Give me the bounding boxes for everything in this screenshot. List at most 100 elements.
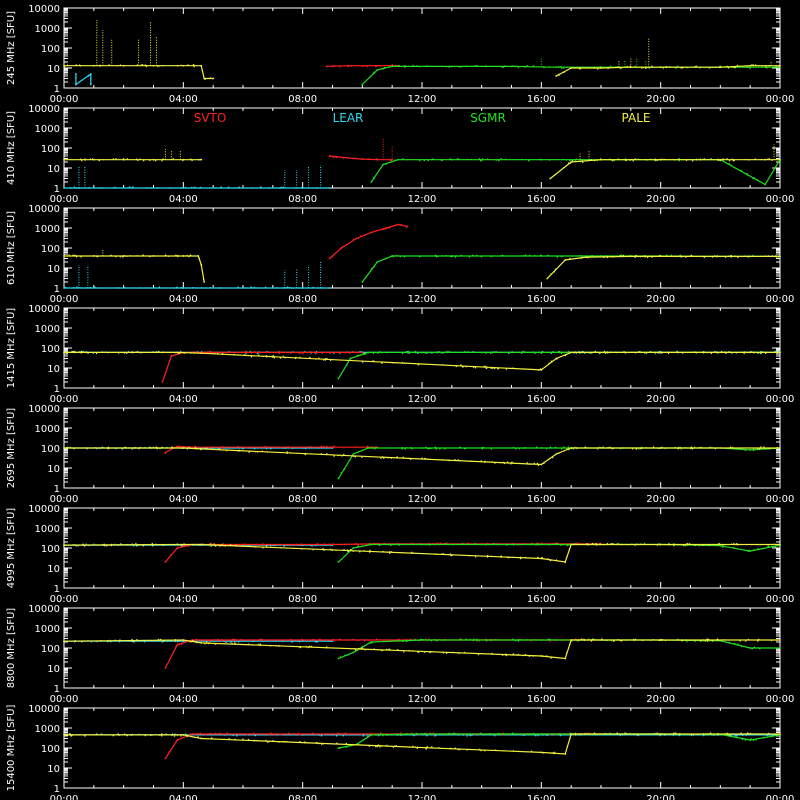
noise-point <box>132 186 134 188</box>
noise-point <box>197 352 200 354</box>
noise-point <box>590 159 593 161</box>
noise-point <box>307 742 309 744</box>
noise-point <box>527 463 529 465</box>
noise-point <box>244 543 246 545</box>
noise-point <box>352 238 355 241</box>
noise-point <box>197 640 199 642</box>
noise-point <box>298 646 300 648</box>
y-axis-label: 15400 MHz [SFU] <box>6 705 17 792</box>
noise-point <box>490 448 492 450</box>
data-point <box>540 655 543 657</box>
noise-point <box>75 545 77 547</box>
noise-point <box>691 448 694 450</box>
noise-point <box>444 543 446 545</box>
noise-point <box>323 359 325 361</box>
noise-point <box>591 543 594 545</box>
plot-frame <box>63 307 781 389</box>
noise-point <box>259 352 262 354</box>
noise-point <box>449 553 452 555</box>
noise-point <box>549 638 551 641</box>
data-point <box>555 66 558 69</box>
data-point <box>92 255 95 257</box>
data-point <box>540 543 543 546</box>
noise-point <box>425 446 427 448</box>
noise-point <box>343 468 346 470</box>
data-point <box>182 734 185 736</box>
data-point <box>182 255 185 257</box>
noise-point <box>612 640 615 642</box>
noise-point <box>441 553 443 555</box>
noise-point <box>189 254 192 256</box>
noise-point <box>346 351 349 353</box>
noise-point <box>682 66 684 69</box>
noise-point <box>679 446 681 449</box>
series-line <box>164 543 601 563</box>
noise-point <box>667 351 669 353</box>
noise-point <box>515 654 517 656</box>
noise-point <box>194 445 196 447</box>
noise-point <box>773 447 775 449</box>
data-point <box>779 64 781 67</box>
noise-point <box>178 639 181 642</box>
noise-point <box>526 462 528 464</box>
x-tick-label: 16:00 <box>527 94 556 105</box>
series-line <box>556 65 780 77</box>
noise-point <box>455 365 458 368</box>
noise-point <box>362 645 364 647</box>
x-tick-label: 12:00 <box>408 794 437 800</box>
noise-point <box>616 732 618 735</box>
noise-point <box>266 451 269 453</box>
noise-point <box>268 187 270 189</box>
noise-point <box>553 174 556 176</box>
series-pale2 <box>546 254 781 280</box>
noise-point <box>299 646 302 649</box>
noise-point <box>135 351 137 353</box>
y-tick-label: 1000 <box>35 124 60 135</box>
noise-point <box>394 745 396 747</box>
series-line <box>63 639 780 660</box>
noise-point <box>202 733 205 735</box>
noise-point <box>559 66 562 68</box>
noise-point <box>689 255 691 257</box>
noise-point <box>741 645 743 648</box>
noise-point <box>191 159 193 162</box>
noise-point <box>164 373 166 375</box>
noise-point <box>559 352 561 354</box>
noise-point <box>354 649 357 651</box>
noise-point <box>192 286 194 289</box>
noise-point <box>368 351 370 354</box>
noise-point <box>158 286 161 288</box>
noise-point <box>426 735 428 737</box>
noise-point <box>491 543 494 546</box>
noise-point <box>233 187 236 189</box>
data-point <box>331 351 334 354</box>
data-point <box>352 453 355 455</box>
noise-point <box>730 543 733 545</box>
noise-point <box>421 457 423 459</box>
y-tick-label: 1 <box>54 684 60 695</box>
noise-point <box>758 733 760 736</box>
noise-point <box>591 255 594 257</box>
noise-point <box>412 745 414 748</box>
noise-point <box>297 732 299 735</box>
noise-point <box>342 735 345 737</box>
noise-point <box>91 158 94 160</box>
noise-point <box>554 446 557 449</box>
noise-point <box>117 733 119 735</box>
noise-point <box>578 68 581 70</box>
noise-point <box>450 748 453 750</box>
noise-point <box>404 362 406 364</box>
noise-point <box>299 734 302 736</box>
noise-point <box>461 365 463 367</box>
noise-point <box>187 545 189 548</box>
noise-point <box>599 544 601 546</box>
noise-point <box>538 369 540 372</box>
noise-point <box>485 543 487 546</box>
data-point <box>346 64 349 67</box>
noise-point <box>755 448 757 451</box>
noise-point <box>204 78 206 81</box>
noise-point <box>314 358 317 360</box>
noise-point <box>690 351 692 354</box>
noise-point <box>258 544 261 547</box>
